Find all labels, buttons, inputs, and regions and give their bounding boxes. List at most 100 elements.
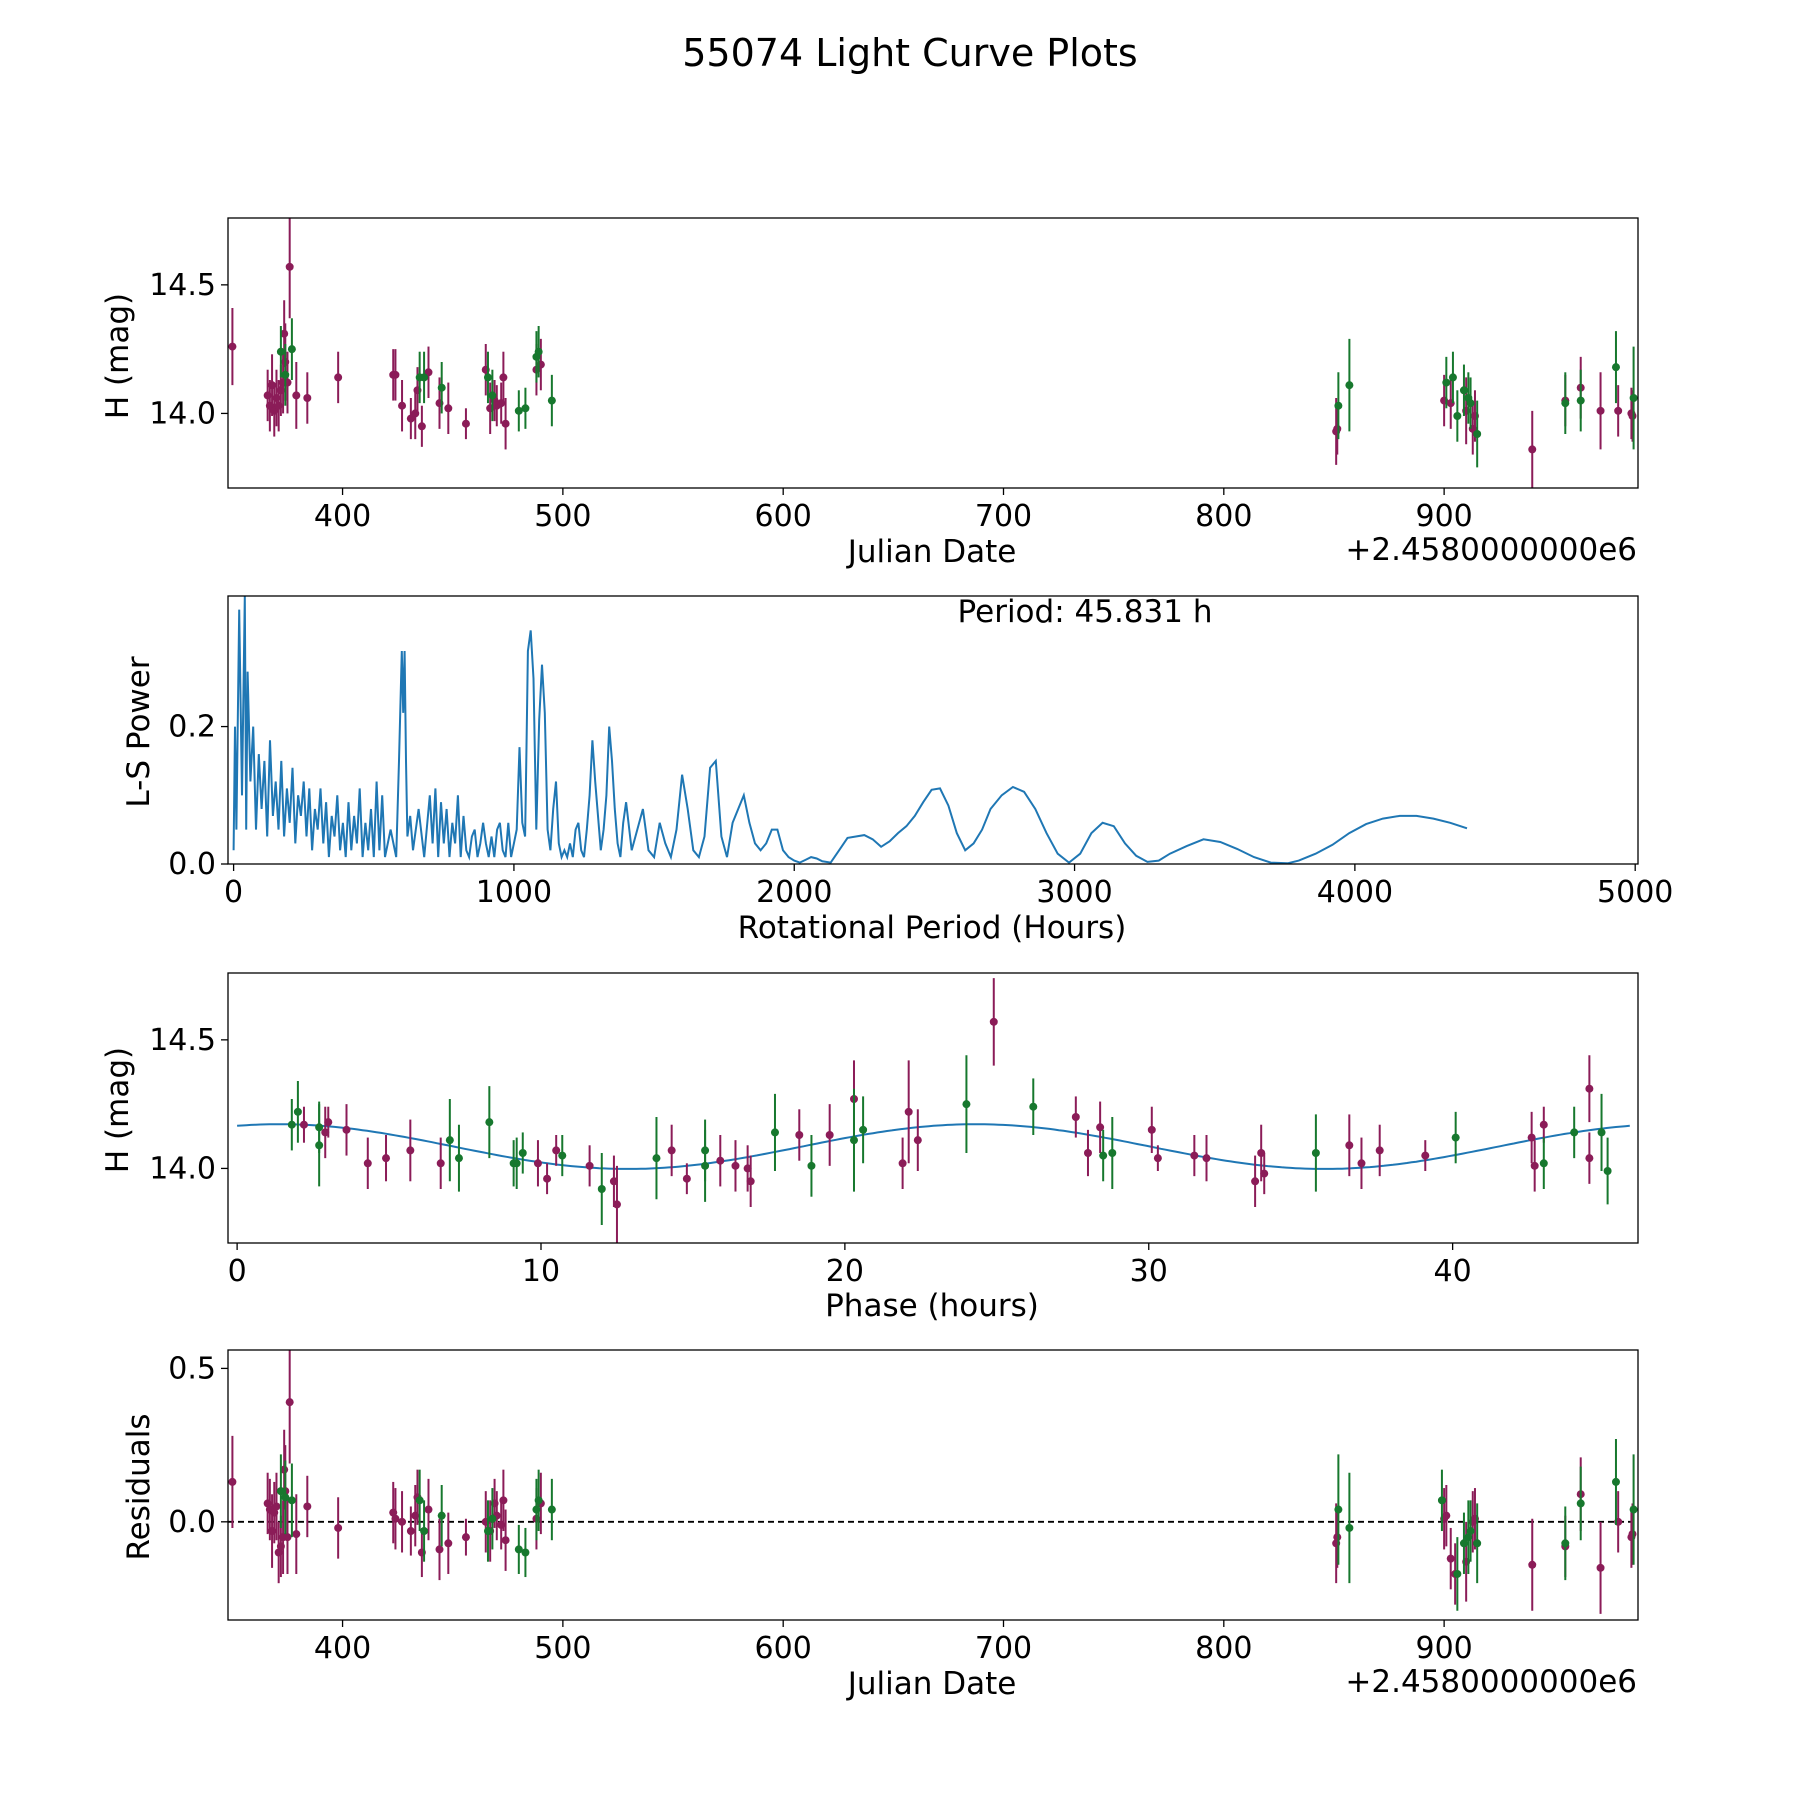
x-tick-label: 900 [1415, 499, 1472, 534]
data-point [1570, 1128, 1579, 1137]
data-point [1629, 394, 1638, 402]
data-point [391, 370, 400, 379]
series-a [228, 218, 1637, 488]
data-point [547, 396, 556, 405]
data-point [285, 262, 294, 271]
data-point [518, 1149, 527, 1157]
data-point [454, 1154, 463, 1163]
data-point [435, 1545, 444, 1554]
data-point [701, 1146, 710, 1155]
data-point [315, 1141, 324, 1150]
data-point [293, 1107, 302, 1116]
data-point [1334, 401, 1343, 410]
x-tick-label: 400 [314, 1631, 371, 1666]
data-point [731, 1161, 740, 1170]
ls-marks [232, 596, 1468, 864]
data-point [1375, 1146, 1384, 1155]
data-point [512, 1159, 521, 1168]
data-point [501, 1536, 510, 1545]
data-point [436, 1159, 445, 1168]
series-a [299, 978, 1594, 1243]
data-point [281, 1493, 290, 1502]
data-point [1442, 378, 1451, 387]
data-point [1345, 381, 1354, 390]
data-point [406, 1527, 415, 1536]
data-point [228, 342, 237, 351]
data-point [1539, 1159, 1548, 1168]
model-fit-curve [237, 1123, 1630, 1170]
data-point [552, 1146, 561, 1155]
data-point [488, 391, 497, 400]
data-point [1453, 412, 1462, 420]
light-curve-ylabel: H (mag) [100, 293, 136, 419]
series-b [276, 1438, 1638, 1611]
data-point [1442, 1511, 1451, 1520]
data-point [1611, 1477, 1620, 1486]
data-point [1311, 1149, 1320, 1157]
data-point [437, 383, 446, 392]
data-point [962, 1100, 971, 1109]
x-tick-label: 600 [755, 499, 812, 534]
data-point [445, 1136, 454, 1145]
data-point [1585, 1154, 1594, 1163]
data-point [488, 1514, 497, 1523]
data-point [1448, 373, 1457, 382]
data-point [424, 1505, 433, 1514]
x-tick-label: 800 [1195, 1631, 1252, 1666]
x-tick-label: 400 [314, 499, 371, 534]
data-point [1333, 424, 1342, 433]
data-point [746, 1177, 755, 1186]
data-point [292, 391, 301, 400]
data-point [1345, 1523, 1354, 1532]
data-point [521, 1548, 530, 1557]
phased-plot-area: 0 10 20 30 40 14.0 14.5 [149, 972, 1639, 1289]
data-point [417, 422, 426, 431]
data-point [795, 1131, 804, 1139]
data-point [1071, 1113, 1080, 1121]
data-point [1611, 363, 1620, 372]
x-tick-label: 5000 [1597, 875, 1673, 910]
data-point [334, 1523, 343, 1532]
x-tick-label: 600 [755, 1631, 812, 1666]
data-point [1153, 1154, 1162, 1163]
data-point [391, 1514, 400, 1523]
data-point [770, 1128, 779, 1137]
data-point [292, 1530, 301, 1539]
data-point [1459, 1539, 1468, 1548]
data-point [543, 1174, 552, 1183]
data-point [1597, 1128, 1606, 1137]
data-point [276, 1487, 285, 1496]
phase-frame [227, 972, 1639, 1244]
periodogram-ylabel: L-S Power [121, 656, 157, 807]
data-point [1603, 1167, 1612, 1175]
x-tick-label: 0 [224, 875, 243, 910]
data-point [283, 1533, 292, 1542]
data-point [1585, 1084, 1594, 1093]
data-point [1473, 430, 1482, 438]
data-point [1099, 1151, 1108, 1160]
x-tick-label: 4000 [1317, 875, 1393, 910]
data-point [1421, 1151, 1430, 1160]
data-point [437, 1511, 446, 1520]
data-point [483, 1527, 492, 1536]
data-point [1466, 399, 1475, 408]
data-point [667, 1146, 676, 1155]
data-point [499, 373, 508, 382]
data-point [228, 1477, 237, 1486]
data-point [483, 373, 492, 382]
series-a [228, 1350, 1637, 1614]
data-point [533, 1159, 542, 1168]
phased-ylabel: H (mag) [100, 1047, 136, 1173]
data-point [514, 1545, 523, 1554]
data-point [682, 1174, 691, 1183]
light-curve-plot-area: 400 500 600 700 800 900 14.0 14.5 [149, 217, 1639, 534]
data-point [743, 1164, 752, 1173]
residuals-panel: 400 500 600 700 800 900 0.0 0.5 Residuals Julia… [121, 1349, 1639, 1702]
data-point [444, 404, 453, 413]
data-point [1108, 1149, 1117, 1157]
data-point [303, 394, 312, 402]
data-point [406, 1146, 415, 1155]
series-b [276, 318, 1638, 468]
data-point [585, 1161, 594, 1170]
data-point [1453, 1569, 1462, 1578]
